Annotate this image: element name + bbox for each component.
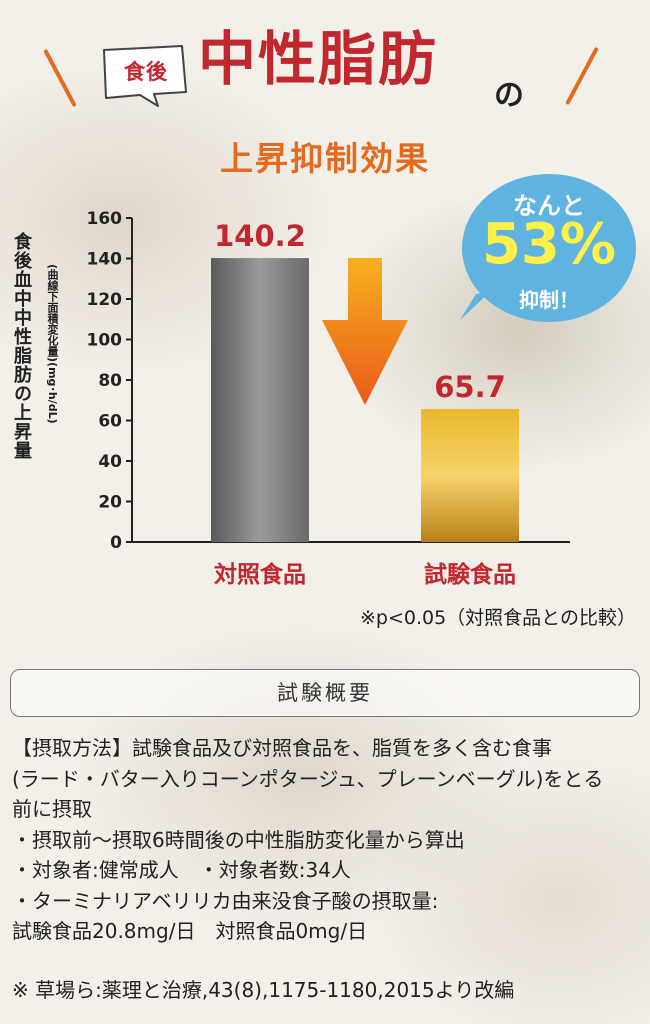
bar-value-label: 140.2 <box>214 219 306 253</box>
y-tick-label: 40 <box>98 452 122 472</box>
bar <box>421 408 519 542</box>
decrease-arrow-icon <box>322 258 408 405</box>
y-tick-label: 60 <box>98 412 122 432</box>
y-tick-label: 120 <box>87 290 123 310</box>
detail-line: ・ターミナリアベリリカ由来没食子酸の摂取量: <box>12 888 439 913</box>
speech-bubble-icon <box>103 45 187 107</box>
y-axis-sublabel: (曲線下面積変化量)(mg･h/dL) <box>46 264 59 424</box>
page-subtitle: 上昇抑制効果 <box>220 139 430 178</box>
detail-line: 試験食品20.8mg/日 対照食品0mg/日 <box>12 919 368 943</box>
category-label: 対照食品 <box>214 561 306 588</box>
y-tick-label: 100 <box>87 331 123 351</box>
detail-line: (ラード・バター入りコーンポタージュ、プレーンベーグル)をとる <box>12 766 604 791</box>
badge-suppression: 抑制！ <box>519 288 579 312</box>
bar <box>211 258 309 542</box>
study-overview-header: 試験概要 <box>10 669 640 717</box>
study-details: 【摂取方法】試験食品及び対照食品を、脂質を多く含む食事 (ラード・バター入りコー… <box>12 733 642 947</box>
badge-intro: なんと <box>513 192 585 220</box>
detail-line: 前に摂取 <box>12 797 92 821</box>
badge-percent: 53% <box>481 212 617 277</box>
page-title: 中性脂肪 <box>198 25 439 93</box>
bar-value-label: 65.7 <box>434 370 506 404</box>
detail-line: ・対象者:健常成人 ・対象者数:34人 <box>12 858 351 882</box>
significance-note: ※p<0.05（対照食品との比較） <box>359 607 636 629</box>
reduction-badge: なんと 53% 抑制！ <box>462 174 636 322</box>
detail-line: ・摂取前～摂取6時間後の中性脂肪変化量から算出 <box>12 827 465 852</box>
bar-chart: 0 20 40 60 80 100 120 140 160 140.2 対照食品 65.7 試験食品 <box>87 209 570 588</box>
y-tick-label: 80 <box>98 371 122 391</box>
title-particle: の <box>494 78 524 113</box>
category-label: 試験食品 <box>424 561 516 588</box>
y-axis-label: 食後血中中性脂肪の上昇量 <box>11 232 32 460</box>
y-tick-label: 140 <box>87 250 123 270</box>
detail-line: 【摂取方法】試験食品及び対照食品を、脂質を多く含む食事 <box>12 736 552 760</box>
source-citation: ※ 草場ら:薬理と治療,43(8),1175-1180,2015より改編 <box>12 978 515 1002</box>
y-tick-label: 20 <box>98 493 122 513</box>
y-tick-label: 160 <box>87 209 123 229</box>
badge-tail <box>460 292 490 320</box>
y-tick-label: 0 <box>110 533 122 553</box>
accent-tick-left <box>43 48 77 108</box>
accent-tick-right <box>565 46 599 106</box>
tag-label: 食後 <box>124 60 168 84</box>
